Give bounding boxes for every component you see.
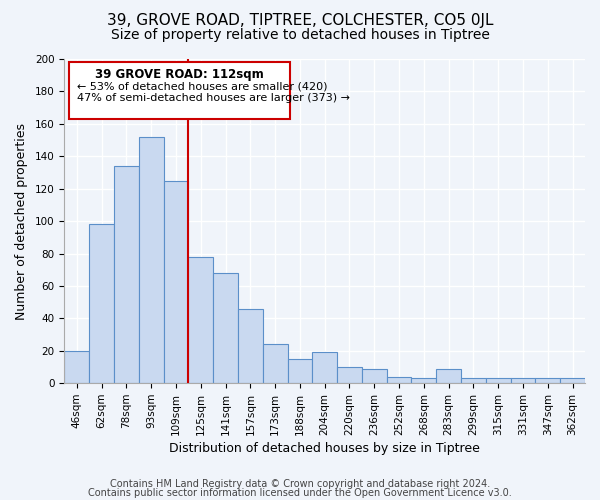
Bar <box>64 351 89 383</box>
Bar <box>436 368 461 383</box>
Bar <box>461 378 486 383</box>
Text: Contains public sector information licensed under the Open Government Licence v3: Contains public sector information licen… <box>88 488 512 498</box>
Bar <box>89 224 114 383</box>
Bar <box>486 378 511 383</box>
Bar <box>560 378 585 383</box>
Bar <box>362 368 386 383</box>
Text: Size of property relative to detached houses in Tiptree: Size of property relative to detached ho… <box>110 28 490 42</box>
Bar <box>287 359 313 383</box>
Bar <box>511 378 535 383</box>
Text: Contains HM Land Registry data © Crown copyright and database right 2024.: Contains HM Land Registry data © Crown c… <box>110 479 490 489</box>
Text: 39, GROVE ROAD, TIPTREE, COLCHESTER, CO5 0JL: 39, GROVE ROAD, TIPTREE, COLCHESTER, CO5… <box>107 12 493 28</box>
Bar <box>139 137 164 383</box>
Text: 47% of semi-detached houses are larger (373) →: 47% of semi-detached houses are larger (… <box>77 93 350 103</box>
X-axis label: Distribution of detached houses by size in Tiptree: Distribution of detached houses by size … <box>169 442 480 455</box>
FancyBboxPatch shape <box>70 62 290 119</box>
Bar <box>114 166 139 383</box>
Bar <box>535 378 560 383</box>
Bar <box>263 344 287 383</box>
Bar <box>213 273 238 383</box>
Bar <box>313 352 337 383</box>
Text: ← 53% of detached houses are smaller (420): ← 53% of detached houses are smaller (42… <box>77 81 327 91</box>
Bar <box>188 257 213 383</box>
Bar <box>238 308 263 383</box>
Text: 39 GROVE ROAD: 112sqm: 39 GROVE ROAD: 112sqm <box>95 68 264 81</box>
Bar <box>412 378 436 383</box>
Bar <box>386 376 412 383</box>
Bar <box>337 367 362 383</box>
Bar <box>164 180 188 383</box>
Y-axis label: Number of detached properties: Number of detached properties <box>15 122 28 320</box>
